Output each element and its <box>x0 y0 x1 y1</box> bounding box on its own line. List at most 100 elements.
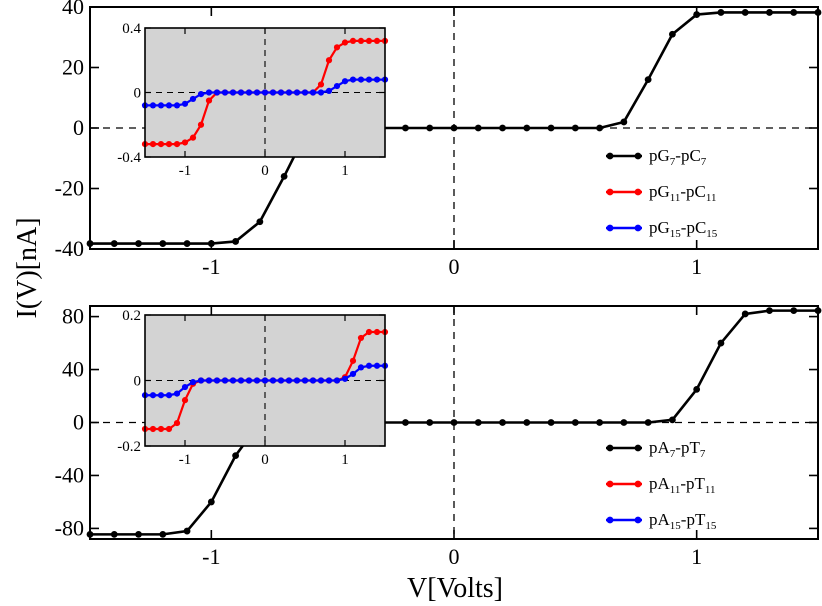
inset-data-point <box>165 102 173 109</box>
legend-marker <box>606 188 614 196</box>
inset-y-tick-label: -0.2 <box>117 439 141 455</box>
legend-text: -pT <box>680 474 705 493</box>
inset-data-point <box>365 328 373 336</box>
data-point <box>499 419 506 426</box>
data-point <box>766 9 773 16</box>
x-tick-label: 0 <box>449 544 460 569</box>
legend-text: pA <box>649 510 671 529</box>
inset-data-point <box>197 91 205 98</box>
legend-label-2: pA15-pT15 <box>649 510 717 532</box>
data-point <box>571 124 579 132</box>
data-point <box>183 527 191 535</box>
legend-marker <box>634 188 642 196</box>
data-point <box>426 124 434 132</box>
inset-data-point <box>237 89 245 96</box>
inset-data-point <box>205 89 213 96</box>
legend-subscript: 7 <box>701 156 707 168</box>
inset-data-point <box>253 89 261 96</box>
inset-y-tick-label: 0.2 <box>122 308 141 324</box>
data-point <box>232 238 240 245</box>
legend-marker <box>606 480 614 488</box>
data-point <box>523 124 531 132</box>
inset-data-point <box>205 377 213 384</box>
legend-subscript: 11 <box>706 192 717 204</box>
inset-chart: 0.4 0 -0.4 -1 0 1 <box>117 21 389 179</box>
inset-data-point <box>333 377 341 384</box>
legend-subscript: 7 <box>670 156 676 168</box>
inset-data-point <box>357 76 365 83</box>
y-tick-label: 80 <box>62 304 84 329</box>
data-point <box>402 124 409 132</box>
inset-data-point <box>189 95 197 103</box>
legend-marker <box>606 516 614 524</box>
data-point <box>693 386 701 393</box>
inset-data-point <box>293 377 301 384</box>
legend-text: -pC <box>680 182 706 201</box>
data-point <box>426 419 434 426</box>
inset-data-point <box>349 370 357 378</box>
y-tick-label: 0 <box>73 115 84 140</box>
data-point <box>620 118 628 126</box>
inset-data-point <box>157 425 165 433</box>
inset-data-point <box>261 377 269 384</box>
legend-text: pA <box>649 474 671 493</box>
inset-data-point <box>269 377 277 384</box>
x-tick-label: 0 <box>449 254 460 279</box>
legend-text: -pC <box>675 146 701 165</box>
inset-data-point <box>373 362 381 369</box>
y-tick-label: 20 <box>62 55 84 80</box>
data-point <box>159 240 167 247</box>
y-tick-label: 40 <box>62 0 84 19</box>
inset-data-point <box>205 97 213 104</box>
inset-data-point <box>221 377 229 384</box>
inset-data-point <box>157 141 165 148</box>
inset-data-point <box>349 37 357 45</box>
inset-data-point <box>189 379 197 386</box>
inset-data-point <box>149 392 157 399</box>
data-point <box>644 419 652 426</box>
data-point <box>110 240 118 247</box>
inset-data-point <box>213 377 221 384</box>
inset-data-point <box>285 89 293 96</box>
data-point <box>644 76 652 83</box>
legend-marker <box>606 152 614 160</box>
data-point <box>669 416 676 424</box>
inset-data-point <box>165 392 173 399</box>
x-tick-label: 1 <box>691 544 702 569</box>
inset-data-point <box>333 44 341 51</box>
legend-text: pG <box>649 218 670 237</box>
legend-marker <box>606 224 614 232</box>
inset-x-tick-label: 0 <box>261 452 269 468</box>
legend-subscript: 15 <box>670 520 682 532</box>
inset-data-point <box>357 334 365 342</box>
inset-data-point <box>349 76 357 83</box>
legend-marker <box>606 444 614 452</box>
x-axis-title: V[Volts] <box>407 573 503 604</box>
inset-data-point <box>341 39 349 46</box>
data-point <box>717 9 725 16</box>
inset-data-point <box>197 377 205 384</box>
legend-subscript: 15 <box>705 520 717 532</box>
legend-subscript: 11 <box>705 484 716 496</box>
inset-data-point <box>173 419 181 427</box>
legend-marker <box>634 516 642 524</box>
inset-data-point <box>317 81 325 88</box>
y-tick-label: -40 <box>55 236 84 261</box>
inset-x-tick-label: -1 <box>179 163 192 179</box>
inset-data-point <box>173 390 181 397</box>
inset-data-point <box>253 377 261 384</box>
inset-data-point <box>301 89 309 96</box>
legend-subscript: 11 <box>670 192 681 204</box>
data-point <box>135 530 142 538</box>
legend-text: pA <box>649 438 671 457</box>
y-tick-label: 40 <box>62 357 84 382</box>
legend-label-1: pA11-pT11 <box>649 474 716 496</box>
y-tick-label: 0 <box>73 410 84 435</box>
data-point <box>474 124 482 132</box>
inset-data-point <box>165 141 173 148</box>
data-point <box>159 530 167 538</box>
inset-data-point <box>309 89 317 96</box>
data-point <box>499 124 506 132</box>
